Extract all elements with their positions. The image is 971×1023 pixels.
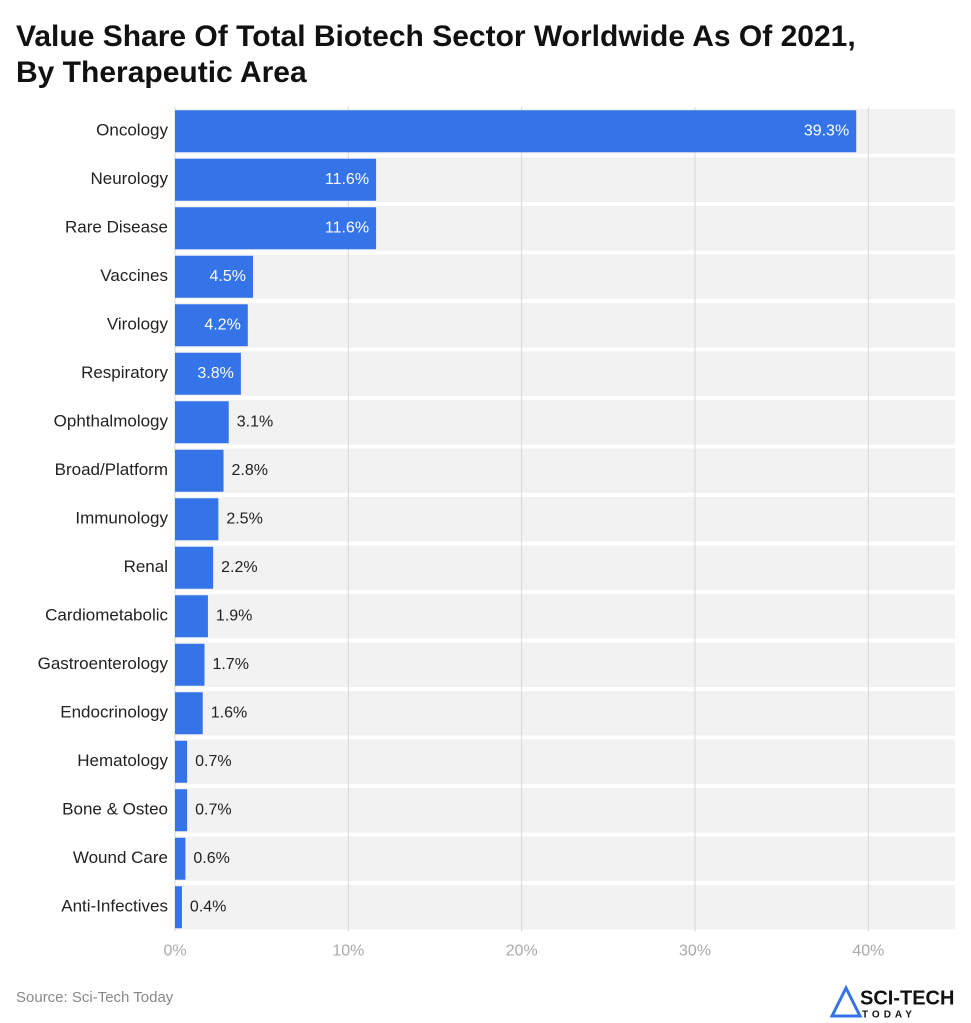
data-label: 2.8% xyxy=(232,462,268,479)
row-background xyxy=(175,885,955,930)
row-background xyxy=(175,351,955,396)
data-label: 11.6% xyxy=(325,171,369,188)
y-tick-label: Neurology xyxy=(91,169,169,188)
logo-subtext: TODAY xyxy=(862,1010,916,1021)
source: Source: Sci-Tech Today xyxy=(16,989,174,1006)
y-tick-label: Ophthalmology xyxy=(54,412,169,431)
bar xyxy=(175,837,186,880)
data-label: 4.5% xyxy=(210,268,246,285)
y-tick-label: Endocrinology xyxy=(60,703,168,722)
data-label: 1.7% xyxy=(212,656,248,673)
logo-text: SCI-TECH xyxy=(860,987,954,1009)
y-tick-label: Vaccines xyxy=(100,266,168,285)
row-background xyxy=(175,691,955,736)
data-label: 4.2% xyxy=(204,316,240,333)
y-tick-label: Virology xyxy=(107,315,169,334)
y-tick-label: Respiratory xyxy=(81,363,168,382)
bar xyxy=(175,401,229,444)
x-tick-label: 40% xyxy=(852,943,884,960)
plot-area: 0% 10% 20% 30% 40% Oncology 39.3% Neurology 11.6… xyxy=(38,107,955,960)
y-tick-label: Wound Care xyxy=(73,848,168,867)
y-tick-label: Immunology xyxy=(75,509,168,528)
data-label: 39.3% xyxy=(804,122,849,139)
data-label: 3.8% xyxy=(197,365,233,382)
y-tick-label: Rare Disease xyxy=(65,218,168,237)
bar xyxy=(175,789,188,832)
bar xyxy=(175,595,208,638)
row-background xyxy=(175,788,955,833)
data-label: 0.7% xyxy=(195,753,231,770)
x-tick-label: 0% xyxy=(163,943,186,960)
bar xyxy=(175,304,248,347)
bar xyxy=(175,498,219,541)
bar xyxy=(175,546,214,589)
chart-title: Value Share Of Total Biotech Sector Worl… xyxy=(16,20,856,89)
y-tick-label: Broad/Platform xyxy=(55,460,168,479)
y-tick-label: Hematology xyxy=(77,751,168,770)
logo: SCI-TECH TODAY xyxy=(829,984,954,1021)
data-label: 11.6% xyxy=(325,219,369,236)
bar xyxy=(175,110,857,153)
bar xyxy=(175,692,203,735)
row-background xyxy=(175,448,955,493)
data-label: 2.5% xyxy=(226,510,262,527)
data-label: 3.1% xyxy=(237,413,273,430)
data-label: 0.7% xyxy=(195,801,231,818)
bar xyxy=(175,158,377,201)
y-tick-label: Anti-Infectives xyxy=(61,897,168,916)
row-background xyxy=(175,400,955,445)
row-background xyxy=(175,254,955,299)
y-tick-label: Cardiometabolic xyxy=(45,606,168,625)
bar xyxy=(175,207,377,250)
row-background xyxy=(175,739,955,784)
data-label: 2.2% xyxy=(221,559,257,576)
x-tick-label: 30% xyxy=(679,943,711,960)
data-label: 1.6% xyxy=(211,704,247,721)
logo-icon xyxy=(829,984,863,1018)
y-tick-label: Gastroenterology xyxy=(38,654,169,673)
y-tick-label: Oncology xyxy=(96,121,168,140)
bar xyxy=(175,352,241,395)
data-label: 0.4% xyxy=(190,898,226,915)
data-label: 0.6% xyxy=(193,850,229,867)
bar xyxy=(175,255,253,298)
x-tick-label: 20% xyxy=(506,943,538,960)
row-background xyxy=(175,594,955,639)
y-tick-label: Renal xyxy=(124,557,168,576)
data-label: 1.9% xyxy=(216,607,252,624)
row-background xyxy=(175,545,955,590)
bar xyxy=(175,886,182,929)
row-background xyxy=(175,836,955,881)
row-background xyxy=(175,303,955,348)
y-tick-label: Bone & Osteo xyxy=(62,800,168,819)
bar xyxy=(175,740,188,783)
x-tick-label: 10% xyxy=(332,943,364,960)
bar xyxy=(175,643,205,686)
bar xyxy=(175,449,224,492)
row-background xyxy=(175,497,955,542)
row-background xyxy=(175,642,955,687)
